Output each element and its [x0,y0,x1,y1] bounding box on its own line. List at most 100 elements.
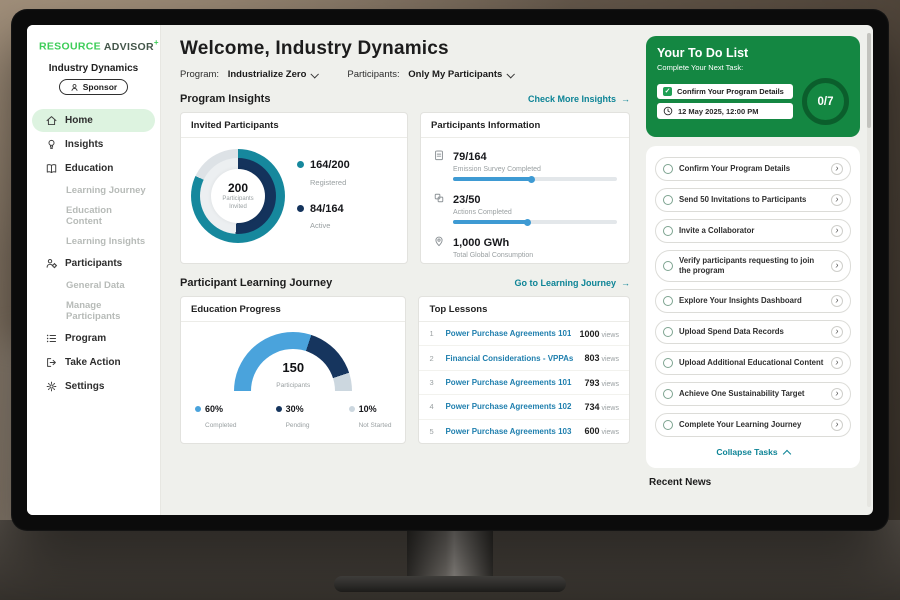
next-task-chip[interactable]: ✓ Confirm Your Program Details [657,84,793,99]
chevron-right-icon[interactable]: › [831,388,843,401]
chevron-right-icon[interactable]: › [831,419,843,432]
chevron-down-icon [506,69,516,79]
sidebar-item-label: Home [65,114,93,126]
task-item[interactable]: Invite a Collaborator › [655,219,851,243]
lesson-link[interactable]: Power Purchase Agreements 102 [445,402,572,412]
task-item[interactable]: Upload Spend Data Records › [655,320,851,345]
chevron-right-icon[interactable]: › [831,194,843,206]
task-checkbox[interactable] [663,164,673,174]
home-icon [45,114,58,127]
task-checkbox[interactable] [663,226,673,236]
lesson-row: 5 Power Purchase Agreements 103 600 views [419,420,629,443]
task-item[interactable]: Verify participants requesting to join t… [655,250,851,283]
go-to-learning-journey-link[interactable]: Go to Learning Journey → [514,278,630,288]
learning-cards-row: Education Progress 150 Participants [180,296,630,444]
chevron-up-icon [782,449,791,458]
stat-label: Total Global Consumption [453,252,534,259]
sidebar-subitem-learning-journey[interactable]: Learning Journey [32,181,155,200]
sidebar-item-participants[interactable]: Participants [32,252,155,275]
donut-hole [211,169,265,223]
app-logo: RESOURCE ADVISOR+ [27,25,160,57]
sidebar-subitem-learning-insights[interactable]: Learning Insights [32,232,155,251]
logo-text-primary: RESOURCE [39,40,101,53]
education-progress-card: Education Progress 150 Participants [180,296,407,444]
stat-row: 23/50 Actions Completed [433,190,617,226]
sidebar-item-settings[interactable]: Settings [32,375,155,398]
lesson-link[interactable]: Power Purchase Agreements 101 [445,378,572,388]
lesson-list: 1 Power Purchase Agreements 101 1000 view… [419,322,629,443]
task-item[interactable]: Complete Your Learning Journey › [655,413,851,438]
chevron-right-icon[interactable]: › [831,357,843,370]
task-item[interactable]: Send 50 Invitations to Participants › [655,188,851,212]
legend-dot [297,204,304,212]
chevron-right-icon[interactable]: › [831,225,843,237]
legend-label: Not Started [358,422,392,430]
sidebar-item-program[interactable]: Program [32,327,155,350]
stat-value: 79/164 [453,151,487,163]
chevron-right-icon[interactable]: › [831,326,843,339]
sidebar-subitem-manage-participants[interactable]: Manage Participants [32,296,155,326]
chevron-right-icon[interactable]: › [831,163,843,175]
task-checkbox[interactable] [663,296,673,307]
sponsor-icon [70,83,79,92]
task-checkbox[interactable] [663,358,673,369]
sidebar-subitem-label: Learning Insights [66,235,146,247]
scrollbar-thumb[interactable] [867,33,871,128]
monitor-stand-base [334,576,566,592]
task-item[interactable]: Explore Your Insights Dashboard › [655,289,851,314]
sidebar-item-insights[interactable]: Insights [32,133,155,156]
task-item[interactable]: Achieve One Sustainability Target › [655,382,851,407]
lesson-row: 3 Power Purchase Agreements 101 793 views [419,371,629,396]
chevron-right-icon[interactable]: › [831,260,843,273]
todo-title: Your To Do List [657,46,749,60]
scrollbar[interactable] [867,33,871,507]
lesson-link[interactable]: Financial Considerations - VPPAs [445,353,574,363]
lesson-row: 1 Power Purchase Agreements 101 1000 view… [419,322,629,347]
task-item[interactable]: Upload Additional Educational Content › [655,351,851,376]
sidebar-item-label: Take Action [65,356,121,368]
lesson-views: 734 views [584,401,619,412]
legend-dot [297,160,304,168]
sidebar-item-education[interactable]: Education [32,157,155,180]
lesson-views: 803 views [584,353,619,364]
take-action-icon [45,356,58,369]
top-lessons-card: Top Lessons 1 Power Purchase Agreements … [418,296,630,444]
task-checkbox[interactable] [663,327,673,338]
monitor-stand-neck [407,529,493,579]
sidebar-subitem-education-content[interactable]: Education Content [32,201,155,231]
participants-dropdown[interactable]: Only My Participants [408,69,516,80]
task-label: Invite a Collaborator [679,225,755,235]
program-dropdown[interactable]: Industrialize Zero [228,69,320,80]
filter-label: Program: [180,69,220,80]
collapse-label: Collapse Tasks [716,447,778,458]
check-more-insights-link[interactable]: Check More Insights → [528,94,630,104]
learning-journey-header: Participant Learning Journey Go to Learn… [180,277,630,289]
lesson-link[interactable]: Power Purchase Agreements 101 [445,329,572,339]
task-checkbox[interactable] [663,195,673,205]
participants-dropdown-value: Only My Participants [408,69,503,80]
due-date-label: 12 May 2025, 12:00 PM [678,106,759,116]
card-title: Participants Information [421,113,629,138]
sidebar-item-label: Settings [65,380,105,392]
task-checkbox[interactable] [663,261,673,272]
collapse-tasks-link[interactable]: Collapse Tasks [655,444,851,463]
task-checkbox[interactable] [663,420,673,431]
task-item[interactable]: Confirm Your Program Details › [655,157,851,181]
sidebar-subitem-general-data[interactable]: General Data [32,276,155,295]
lesson-views: 793 views [584,377,619,388]
sidebar-item-take-action[interactable]: Take Action [32,351,155,374]
filter-label: Participants: [347,69,400,80]
sponsor-badge[interactable]: Sponsor [58,79,129,95]
chevron-down-icon [310,69,320,79]
arrow-right-icon: → [621,94,630,104]
legend-item: 164/200 Registered [297,159,350,190]
sidebar-item-home[interactable]: Home [32,108,155,132]
lesson-views: 1000 views [579,328,619,339]
lesson-rank: 3 [429,378,434,388]
settings-gear-icon [45,380,58,393]
task-checkbox[interactable] [663,389,673,400]
sidebar-item-label: Education [65,162,114,174]
chevron-right-icon[interactable]: › [831,295,843,308]
participants-information-card: Participants Information 79/164 Emission… [420,112,630,264]
lesson-link[interactable]: Power Purchase Agreements 103 [445,426,572,436]
